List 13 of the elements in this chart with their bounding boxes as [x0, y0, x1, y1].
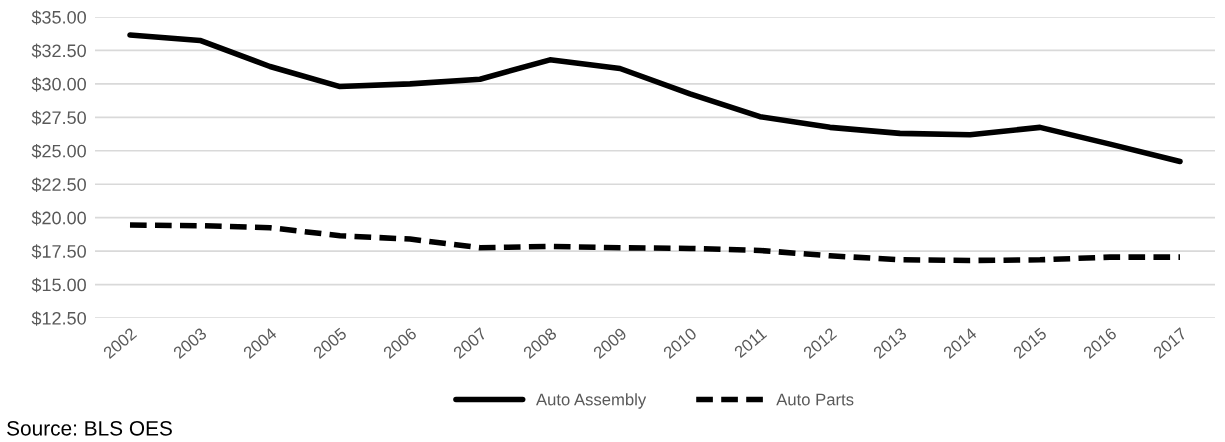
y-tick-label: $25.00	[31, 143, 86, 159]
y-tick-label: $20.00	[31, 210, 86, 226]
y-tick-label: $27.50	[31, 110, 86, 126]
y-tick-label: $17.50	[31, 244, 86, 259]
y-tick-label: $35.00	[31, 10, 86, 25]
y-tick-label: $30.00	[31, 77, 86, 92]
legend-label: Auto Assembly	[536, 393, 647, 409]
source-note: Source: BLS OES	[7, 420, 172, 436]
y-tick-label: $32.50	[31, 43, 86, 59]
y-tick-label: $12.50	[31, 311, 86, 326]
y-tick-label: $22.50	[31, 177, 86, 193]
legend-label: Auto Parts	[776, 393, 854, 406]
y-tick-label: $15.00	[31, 277, 86, 293]
